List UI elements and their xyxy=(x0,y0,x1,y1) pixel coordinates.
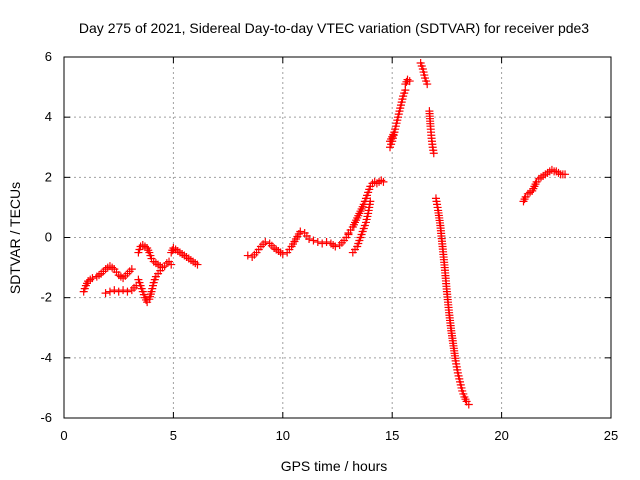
data-point xyxy=(423,80,432,89)
data-point xyxy=(101,289,110,298)
x-axis-label: GPS time / hours xyxy=(281,458,388,474)
series-seg10 xyxy=(386,128,399,146)
data-point xyxy=(464,400,473,409)
data-point xyxy=(296,227,305,236)
data-point xyxy=(123,287,132,296)
y-axis-label: SDTVAR / TECUs xyxy=(7,182,23,294)
y-tick-label: 4 xyxy=(45,109,52,124)
data-point xyxy=(405,77,414,86)
series-seg11 xyxy=(401,75,414,89)
series-seg2 xyxy=(101,281,141,298)
data-point xyxy=(193,260,202,269)
series-seg12 xyxy=(416,59,432,89)
series-seg5 xyxy=(167,244,202,269)
y-tick-label: -4 xyxy=(40,350,52,365)
frame-layer xyxy=(63,56,612,419)
data-point xyxy=(379,177,388,186)
y-tick-label: 2 xyxy=(45,169,52,184)
series-seg6 xyxy=(243,227,353,262)
data-point xyxy=(390,128,399,137)
plot-frame xyxy=(63,56,612,419)
series-seg14 xyxy=(431,194,473,409)
data-point xyxy=(305,235,314,244)
data-point xyxy=(561,170,570,179)
data-point xyxy=(261,238,270,247)
series-seg3 xyxy=(134,241,176,272)
data-point xyxy=(318,239,327,248)
data-point xyxy=(108,263,117,272)
x-tick-label: 5 xyxy=(170,428,177,443)
y-tick-label: -2 xyxy=(40,290,52,305)
y-tick-label: 0 xyxy=(45,230,52,245)
data-point xyxy=(127,265,136,274)
data-point xyxy=(243,251,252,260)
x-tick-label: 15 xyxy=(385,428,399,443)
data-point xyxy=(156,266,165,275)
data-point xyxy=(278,250,287,259)
data-point xyxy=(331,242,340,251)
series-seg13 xyxy=(425,107,438,158)
chart-title: Day 275 of 2021, Sidereal Day-to-day VTE… xyxy=(79,20,589,36)
x-tick-label: 10 xyxy=(276,428,290,443)
points-layer xyxy=(79,59,570,409)
series-seg4 xyxy=(134,266,165,307)
data-point xyxy=(313,238,322,247)
grid-layer xyxy=(64,57,611,418)
data-point xyxy=(429,149,438,158)
series-seg15 xyxy=(519,165,570,206)
data-point xyxy=(110,286,119,295)
data-point xyxy=(167,260,176,269)
data-point xyxy=(366,197,375,206)
data-point xyxy=(114,287,123,296)
data-point xyxy=(309,236,318,245)
data-point xyxy=(119,286,128,295)
tick-layer: 0 5 10 15 20 25 -6 -4 -2 0 2 4 6 xyxy=(40,49,618,443)
y-tick-label: 6 xyxy=(45,49,52,64)
x-tick-label: 0 xyxy=(60,428,67,443)
series-seg7 xyxy=(344,176,388,237)
series-seg8 xyxy=(348,197,375,257)
data-point xyxy=(88,274,97,283)
x-tick-label: 20 xyxy=(494,428,508,443)
series-seg1 xyxy=(79,262,136,296)
y-tick-label: -6 xyxy=(40,410,52,425)
data-point xyxy=(322,238,331,247)
data-point xyxy=(105,287,114,296)
x-tick-label: 25 xyxy=(604,428,618,443)
